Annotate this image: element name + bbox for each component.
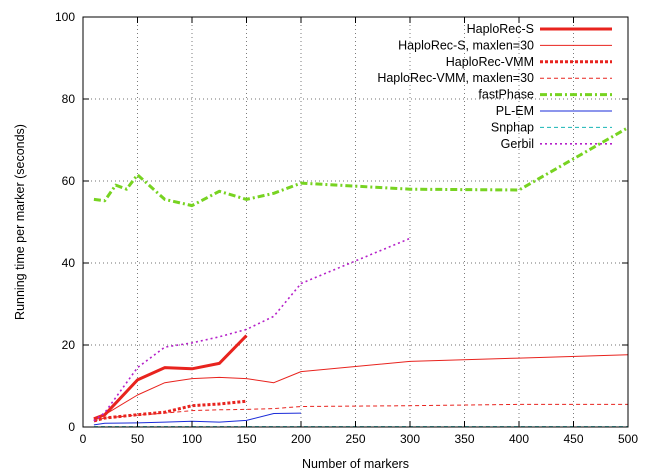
x-tick-label: 400 xyxy=(509,432,529,446)
x-tick-label: 300 xyxy=(400,432,420,446)
legend-label: Snphap xyxy=(491,120,534,134)
y-tick-label: 40 xyxy=(62,256,76,270)
x-tick-label: 350 xyxy=(454,432,474,446)
series-line xyxy=(93,126,629,208)
series-line xyxy=(93,237,411,422)
x-tick-label: 500 xyxy=(618,432,638,446)
grid-lines xyxy=(83,17,628,427)
series-line xyxy=(93,399,247,423)
axis-ticks: 0 20 40 60 80 100 0 50 100 150 200 250 300 350 400 450 5… xyxy=(55,10,638,446)
series-line xyxy=(93,354,629,420)
legend-label: HaploRec-S xyxy=(467,22,534,36)
legend: HaploRec-S HaploRec-S, maxlen=30 HaploRec-… xyxy=(377,22,612,151)
x-tick-label: 200 xyxy=(291,432,311,446)
legend-label: HaploRec-VMM, maxlen=30 xyxy=(377,71,534,85)
y-axis-label: Running time per marker (seconds) xyxy=(13,124,27,320)
legend-label: HaploRec-S, maxlen=30 xyxy=(398,38,534,52)
legend-label: PL-EM xyxy=(496,104,534,118)
y-tick-label: 20 xyxy=(62,338,76,352)
series-line xyxy=(93,403,628,422)
y-tick-label: 80 xyxy=(62,92,76,106)
x-axis-label: Number of markers xyxy=(302,457,409,471)
legend-label: HaploRec-VMM xyxy=(446,55,534,69)
x-tick-label: 100 xyxy=(182,432,202,446)
series-lines xyxy=(93,126,629,428)
x-tick-label: 250 xyxy=(345,432,365,446)
y-tick-label: 100 xyxy=(55,10,75,24)
legend-label: Gerbil xyxy=(501,137,534,151)
legend-label: fastPhase xyxy=(478,88,534,102)
x-tick-label: 0 xyxy=(80,432,87,446)
x-tick-label: 150 xyxy=(236,432,256,446)
x-tick-label: 50 xyxy=(131,432,145,446)
y-tick-label: 60 xyxy=(62,174,76,188)
x-tick-label: 450 xyxy=(563,432,583,446)
y-tick-label: 0 xyxy=(68,420,75,434)
